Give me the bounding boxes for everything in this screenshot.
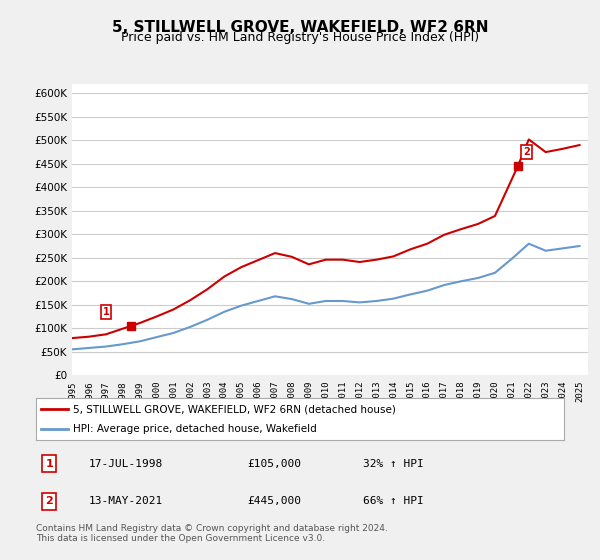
Text: 66% ↑ HPI: 66% ↑ HPI	[364, 496, 424, 506]
Text: 32% ↑ HPI: 32% ↑ HPI	[364, 459, 424, 469]
Text: £105,000: £105,000	[247, 459, 301, 469]
Text: 2: 2	[523, 147, 530, 157]
Text: £445,000: £445,000	[247, 496, 301, 506]
Text: 17-JUL-1998: 17-JUL-1998	[89, 459, 163, 469]
Text: HPI: Average price, detached house, Wakefield: HPI: Average price, detached house, Wake…	[73, 424, 317, 434]
Text: Price paid vs. HM Land Registry's House Price Index (HPI): Price paid vs. HM Land Registry's House …	[121, 31, 479, 44]
Text: 13-MAY-2021: 13-MAY-2021	[89, 496, 163, 506]
Text: 2: 2	[46, 496, 53, 506]
Text: 5, STILLWELL GROVE, WAKEFIELD, WF2 6RN (detached house): 5, STILLWELL GROVE, WAKEFIELD, WF2 6RN (…	[73, 404, 396, 414]
Text: 5, STILLWELL GROVE, WAKEFIELD, WF2 6RN: 5, STILLWELL GROVE, WAKEFIELD, WF2 6RN	[112, 20, 488, 35]
Text: 1: 1	[103, 307, 109, 317]
Text: Contains HM Land Registry data © Crown copyright and database right 2024.
This d: Contains HM Land Registry data © Crown c…	[36, 524, 388, 543]
Text: 1: 1	[46, 459, 53, 469]
